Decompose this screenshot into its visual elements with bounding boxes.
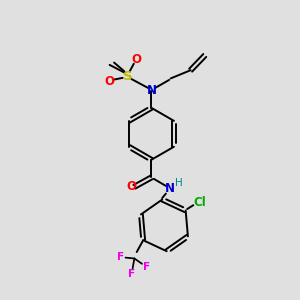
- Text: O: O: [127, 180, 136, 193]
- Text: N: N: [146, 84, 157, 97]
- Text: F: F: [117, 252, 124, 262]
- Text: H: H: [175, 178, 182, 188]
- Text: O: O: [104, 75, 114, 88]
- Text: S: S: [122, 70, 132, 83]
- Text: F: F: [143, 262, 150, 272]
- Text: F: F: [128, 269, 136, 279]
- Text: O: O: [131, 52, 141, 65]
- Text: Cl: Cl: [194, 196, 206, 209]
- Text: N: N: [165, 182, 175, 195]
